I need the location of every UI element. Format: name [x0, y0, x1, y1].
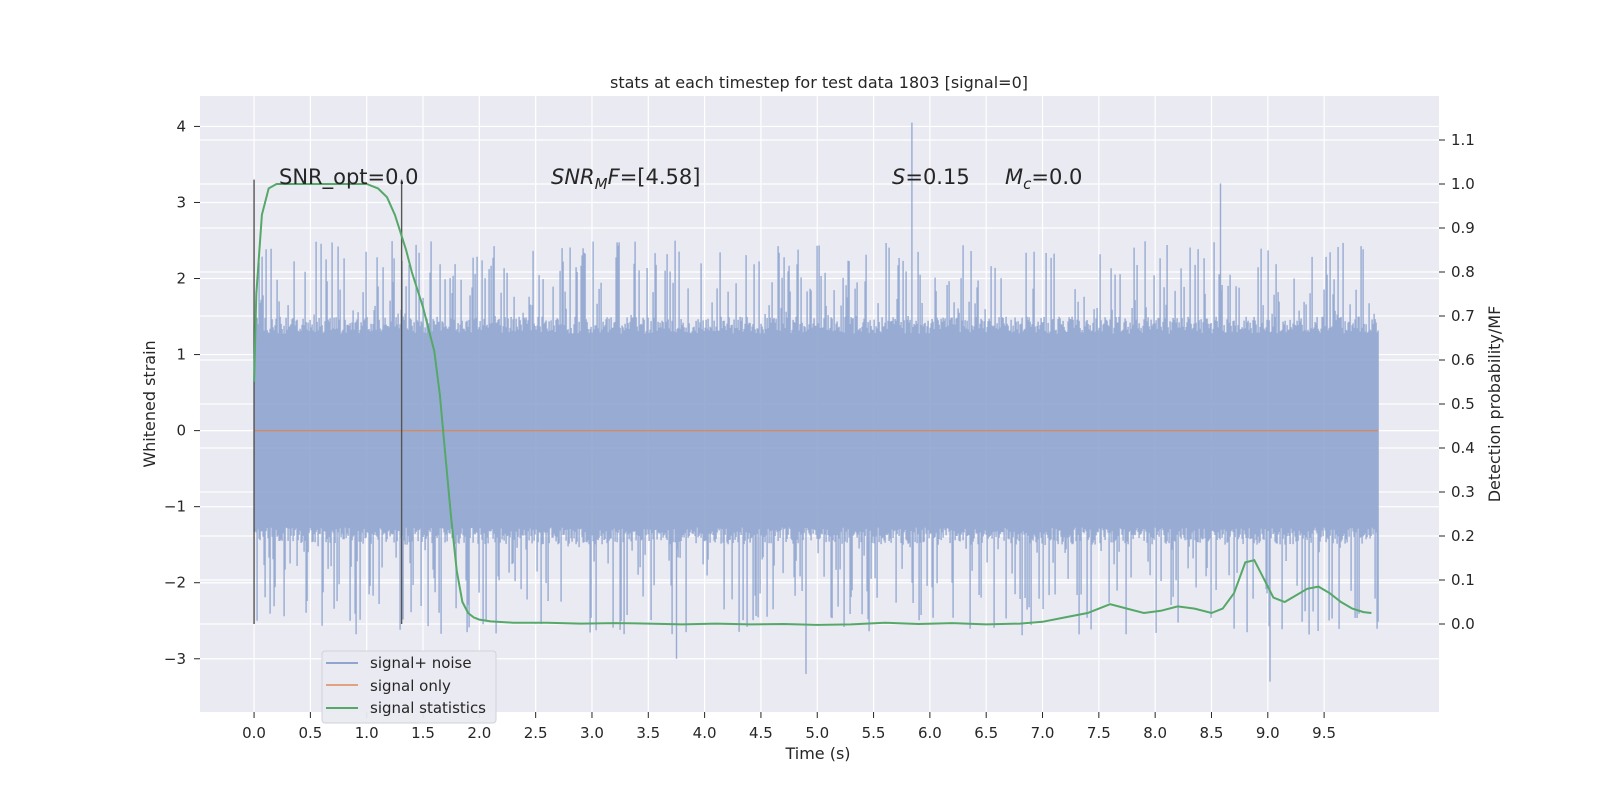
x-tick-label: 2.5	[524, 724, 548, 742]
x-tick-label: 5.0	[805, 724, 829, 742]
y-right-tick-label: 0.9	[1451, 219, 1475, 237]
mc-subscript: c	[1023, 175, 1032, 193]
y-axis-label: Whitened strain	[140, 340, 159, 467]
y-tick-label: 2	[176, 270, 186, 288]
mc-value: =0.0	[1031, 165, 1082, 189]
x-tick-label: 1.5	[411, 724, 435, 742]
x-tick-label: 3.5	[636, 724, 660, 742]
y-right-tick-label: 0.4	[1451, 439, 1475, 457]
y-right-tick-label: 1.0	[1451, 175, 1475, 193]
y-axis-right-label: Detection probability/MF	[1485, 306, 1504, 503]
snr-mf-subscript: M	[595, 175, 608, 193]
x-axis-label: Time (s)	[784, 744, 850, 763]
snr-mf-value: =[4.58]	[620, 165, 701, 189]
y-tick-label: 1	[176, 346, 186, 364]
x-tick-label: 9.5	[1312, 724, 1336, 742]
tick-layer: 0.0 0.5 1.0 1.5 2.0 2.5 3.0 3.5 4.0 4.5 5.0 5.5 6.0 6…	[164, 117, 1475, 742]
legend-label-signal-only: signal only	[370, 677, 451, 695]
data-layer	[253, 122, 1379, 682]
x-tick-label: 6.0	[918, 724, 942, 742]
x-tick-label: 5.5	[862, 724, 886, 742]
x-tick-label: 4.5	[749, 724, 773, 742]
snr-mf-label: SNR	[551, 165, 595, 189]
y-tick-label: −1	[164, 498, 186, 516]
y-right-tick-label: 0.5	[1451, 395, 1475, 413]
y-tick-label: −2	[164, 574, 186, 592]
annotation-s: S=0.15	[892, 165, 970, 189]
snr-mf-mid: F	[608, 165, 621, 189]
series-signal-statistics	[253, 183, 1372, 626]
x-tick-label: 0.5	[298, 724, 322, 742]
legend: signal+ noise signal only signal statist…	[321, 650, 497, 724]
y-right-tick-label: 0.1	[1451, 571, 1475, 589]
y-tick-label: 4	[176, 117, 186, 135]
y-tick-label: −3	[164, 650, 186, 668]
annotation-mc: Mc=0.0	[1005, 165, 1082, 193]
s-value: =0.15	[905, 165, 969, 189]
y-tick-label: 0	[176, 422, 186, 440]
annotation-snr-mf: SNRMF=[4.58]	[551, 165, 700, 193]
x-tick-label: 4.0	[693, 724, 717, 742]
mc-label: M	[1005, 165, 1023, 189]
y-right-tick-label: 0.8	[1451, 263, 1475, 281]
s-label: S	[892, 165, 905, 189]
x-tick-label: 6.5	[974, 724, 998, 742]
x-tick-label: 3.0	[580, 724, 604, 742]
x-tick-label: 7.5	[1087, 724, 1111, 742]
legend-label-statistics: signal statistics	[370, 699, 486, 717]
x-tick-label: 1.0	[355, 724, 379, 742]
legend-label-noise: signal+ noise	[370, 654, 472, 672]
x-tick-label: 7.0	[1031, 724, 1055, 742]
x-tick-label: 2.0	[467, 724, 491, 742]
y-right-tick-label: 1.1	[1451, 131, 1475, 149]
x-tick-label: 9.0	[1256, 724, 1280, 742]
x-tick-label: 8.0	[1143, 724, 1167, 742]
legend-box	[321, 650, 497, 724]
chart-title: stats at each timestep for test data 180…	[610, 73, 1028, 92]
y-right-tick-label: 0.7	[1451, 307, 1475, 325]
y-right-tick-label: 0.3	[1451, 483, 1475, 501]
y-tick-label: 3	[176, 193, 186, 211]
x-tick-label: 8.5	[1200, 724, 1224, 742]
x-tick-label: 0.0	[242, 724, 266, 742]
y-right-tick-label: 0.2	[1451, 527, 1475, 545]
annotation-snr-opt: SNR_opt=0.0	[279, 165, 419, 190]
y-right-tick-label: 0.6	[1451, 351, 1475, 369]
y-right-tick-label: 0.0	[1451, 615, 1475, 633]
